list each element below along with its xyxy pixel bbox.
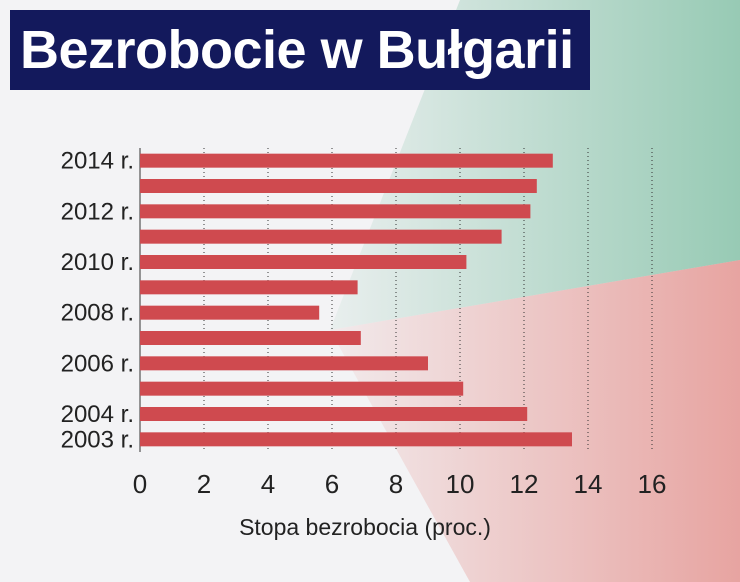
- category-label-2010: 2010 r.: [61, 249, 134, 276]
- category-label-2014: 2014 r.: [61, 148, 134, 175]
- x-tick-label: 6: [325, 469, 339, 499]
- chart-title: Bezrobocie w Bułgarii: [20, 20, 574, 80]
- category-label-2004: 2004 r.: [61, 401, 134, 428]
- bar-2009: [140, 280, 358, 295]
- x-tick-label: 2: [197, 469, 211, 499]
- bar-2010: [140, 255, 467, 269]
- x-axis-title: Stopa bezrobocia (proc.): [239, 514, 491, 540]
- bars: [140, 153, 572, 447]
- x-tick-label: 0: [133, 469, 147, 499]
- title-box: Bezrobocie w Bułgarii: [10, 10, 590, 90]
- x-tick-label: 14: [574, 469, 603, 499]
- bar-2014: [140, 153, 553, 168]
- category-label-2003: 2003 r.: [61, 426, 134, 453]
- bar-2005: [140, 381, 464, 396]
- bar-2013: [140, 179, 537, 193]
- x-tick-label: 12: [510, 469, 539, 499]
- x-tick-label: 16: [638, 469, 667, 499]
- category-label-2006: 2006 r.: [61, 350, 134, 377]
- bar-2006: [140, 356, 428, 371]
- bar-2012: [140, 204, 531, 219]
- bar-2007: [140, 331, 361, 345]
- x-tick-label: 4: [261, 469, 275, 499]
- x-tick-label: 8: [389, 469, 403, 499]
- bar-2011: [140, 229, 502, 244]
- category-label-2012: 2012 r.: [61, 198, 134, 225]
- category-label-2008: 2008 r.: [61, 300, 134, 327]
- bar-2003: [140, 432, 572, 447]
- bar-2008: [140, 305, 320, 320]
- x-tick-label: 10: [446, 469, 475, 499]
- category-labels: 2014 r. 2012 r. 2010 r. 2008 r. 2006 r. 2004 …: [61, 148, 134, 454]
- grid-lines: [139, 148, 653, 452]
- x-tick-labels: 0 2 4 6 8 10 12 14 16: [133, 469, 667, 499]
- bar-2004: [140, 407, 528, 421]
